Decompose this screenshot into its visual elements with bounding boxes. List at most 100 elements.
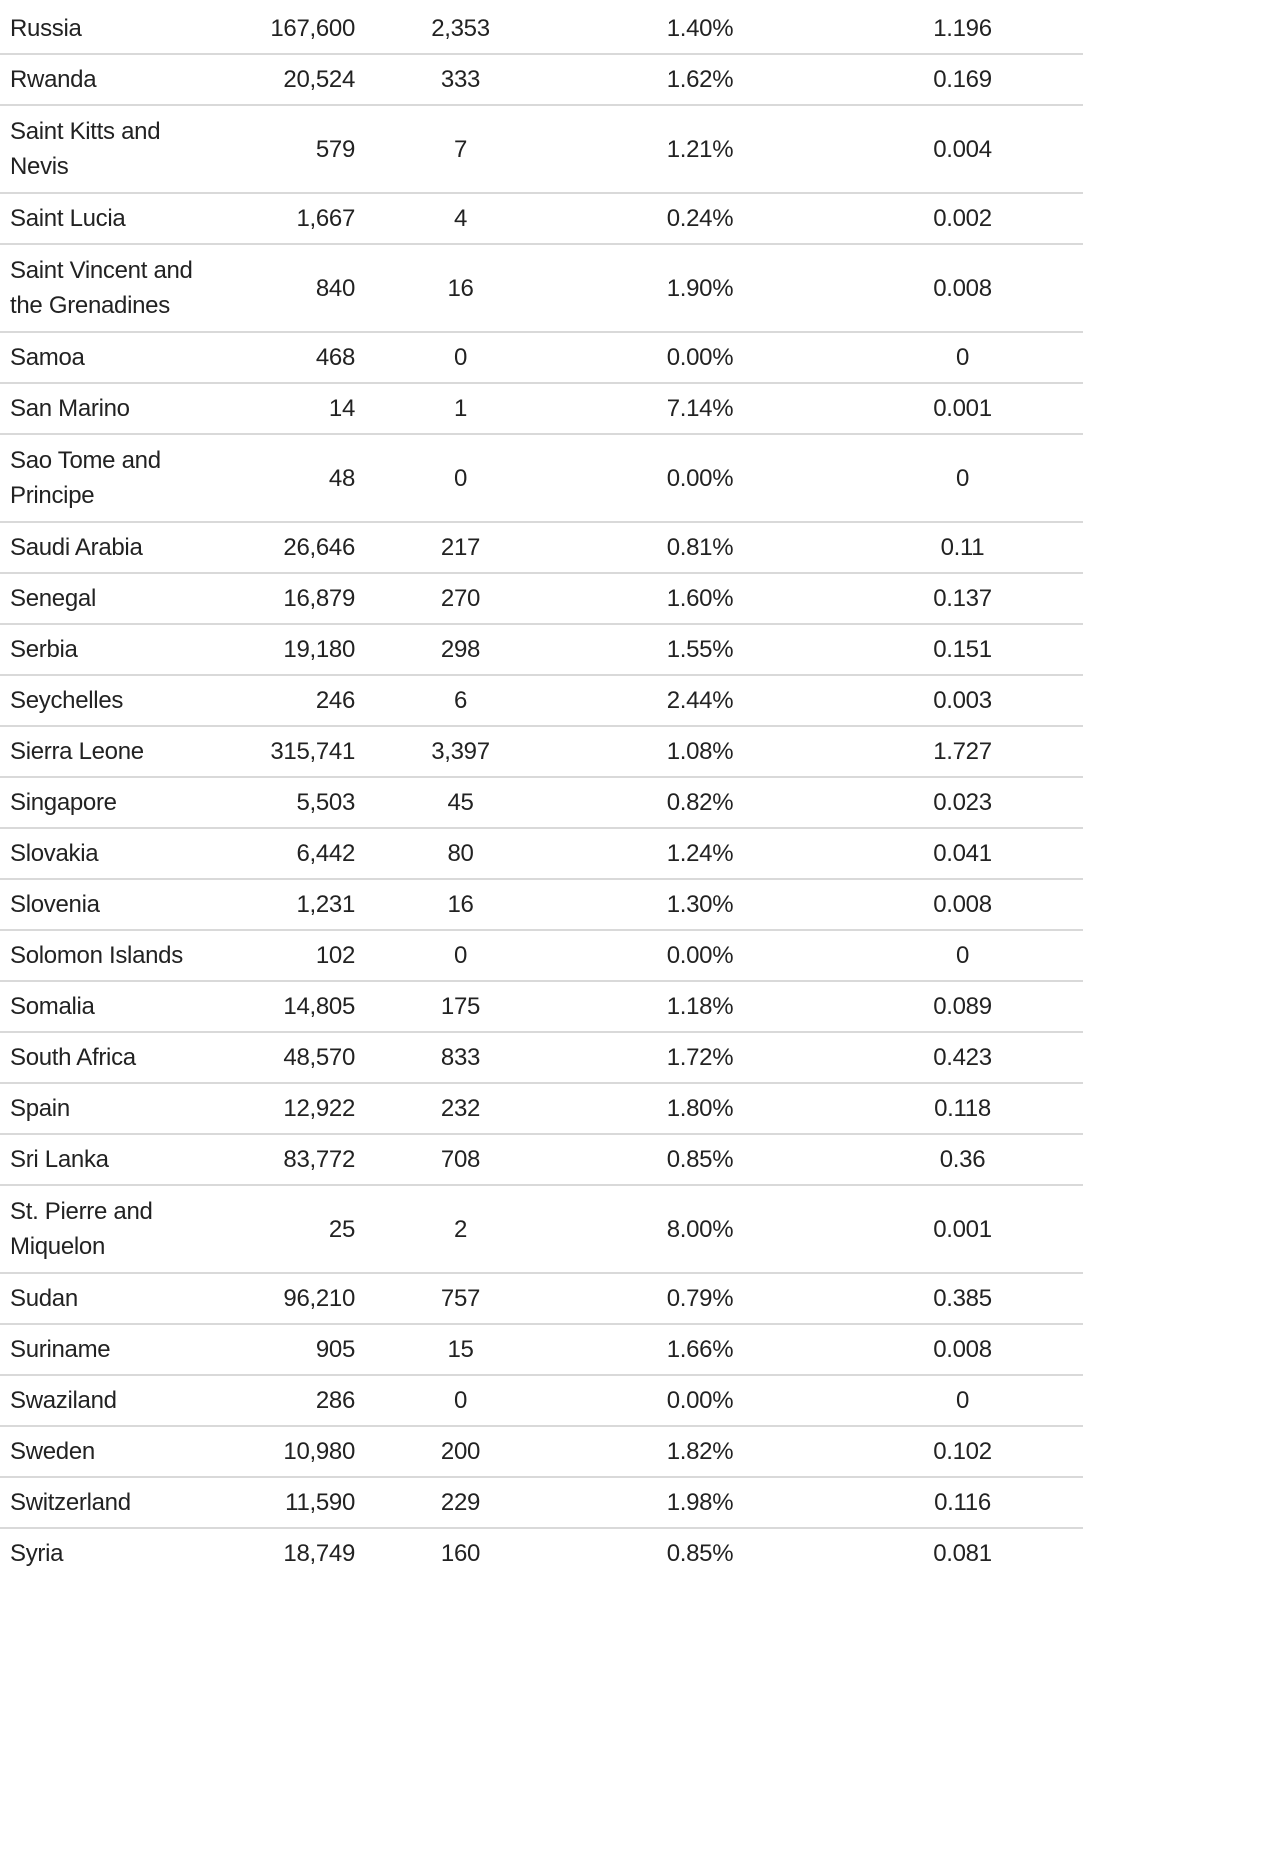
cell-rate: 0.00% [550,929,850,981]
table-row: Samoa 468 0 0.00% 0 [0,331,1083,383]
cell-country: St. Pierre and Miquelon [0,1184,230,1273]
table-row: Suriname 905 15 1.66% 0.008 [0,1323,1083,1375]
cell-rate: 1.40% [666,15,734,42]
cell-cases: 83,772 [230,1133,371,1185]
cell-mortality: 0.008 [850,1323,1083,1375]
cell-rate: 1.24% [550,827,850,879]
cell-cases: 18,749 [230,1527,371,1578]
cell-deaths: 232 [371,1082,550,1134]
table-row: Saint Lucia 1,667 4 0.24% 0.002 [0,192,1083,244]
table-row: Solomon Islands 102 0 0.00% 0 [0,929,1083,981]
cell-mortality: 0.11 [850,521,1083,573]
table-row: Sri Lanka 83,772 708 0.85% 0.36 [0,1133,1083,1185]
cell-cases: 246 [230,674,371,726]
cell-mortality: 0.423 [850,1031,1083,1083]
cell-cases: 840 [230,243,371,332]
table-row: Syria 18,749 160 0.85% 0.081 [0,1527,1083,1578]
cell-cases: 10,980 [230,1425,371,1477]
table-row: Rwanda 20,524 333 1.62% 0.169 [0,53,1083,105]
cell-deaths: 1 [371,382,550,434]
cell-mortality: 0.116 [850,1476,1083,1528]
cell-country: San Marino [0,382,230,434]
cell-rate: 1.08% [550,725,850,777]
cell-cases: 315,741 [230,725,371,777]
cell-mortality: 0.004 [850,104,1083,193]
cell-deaths: 3,397 [371,725,550,777]
cell-rate: 7.14% [550,382,850,434]
cell-deaths: 298 [371,623,550,675]
cell-cases: 19,180 [230,623,371,675]
cell-rate: 1.90% [550,243,850,332]
cell-country: Sudan [0,1272,230,1324]
cell-rate: 1.62% [550,53,850,105]
cell-rate: 0.82% [550,776,850,828]
table-row: Spain 12,922 232 1.80% 0.118 [0,1082,1083,1134]
cell-deaths: 16 [371,243,550,332]
cell-mortality: 0.089 [850,980,1083,1032]
cell-cases: 14 [230,382,371,434]
cell-mortality: 0.151 [850,623,1083,675]
cell-mortality: 0.102 [850,1425,1083,1477]
cell-deaths: 7 [371,104,550,193]
cell-deaths: 80 [371,827,550,879]
cell-deaths: 45 [371,776,550,828]
cell-cases: 20,524 [230,53,371,105]
cell-cases: 16,879 [230,572,371,624]
cell-deaths: 2,353 [431,15,490,42]
table-row: Senegal 16,879 270 1.60% 0.137 [0,572,1083,624]
cell-mortality: 0.169 [850,53,1083,105]
cell-country: Sweden [0,1425,230,1477]
cell-cases: 102 [230,929,371,981]
table-row: South Africa 48,570 833 1.72% 0.423 [0,1031,1083,1083]
cell-rate: 0.85% [550,1133,850,1185]
table-row: Serbia 19,180 298 1.55% 0.151 [0,623,1083,675]
cell-rate: 1.82% [550,1425,850,1477]
cell-deaths: 15 [371,1323,550,1375]
cell-mortality: 1.196 [933,15,992,42]
table-row: Sierra Leone 315,741 3,397 1.08% 1.727 [0,725,1083,777]
cell-mortality: 0.137 [850,572,1083,624]
cell-country: Switzerland [0,1476,230,1528]
cell-country: Swaziland [0,1374,230,1426]
cell-deaths: 0 [371,929,550,981]
cell-country: Seychelles [0,674,230,726]
cell-rate: 1.72% [550,1031,850,1083]
cell-deaths: 16 [371,878,550,930]
cell-mortality: 0.002 [850,192,1083,244]
cell-mortality: 0.001 [850,382,1083,434]
cell-cases: 286 [230,1374,371,1426]
cell-deaths: 160 [371,1527,550,1578]
cell-cases: 12,922 [230,1082,371,1134]
cell-rate: 0.79% [550,1272,850,1324]
cell-mortality: 0.008 [850,243,1083,332]
cell-cases: 468 [230,331,371,383]
cell-country: Saint Vincent and the Grenadines [0,243,230,332]
cell-rate: 1.30% [550,878,850,930]
cell-deaths: 333 [371,53,550,105]
cell-deaths: 217 [371,521,550,573]
table-row: Slovenia 1,231 16 1.30% 0.008 [0,878,1083,930]
cell-cases: 26,646 [230,521,371,573]
cell-country: Suriname [0,1323,230,1375]
cell-cases: 1,231 [230,878,371,930]
cell-mortality: 1.727 [850,725,1083,777]
cell-rate: 1.66% [550,1323,850,1375]
cell-deaths: 229 [371,1476,550,1528]
cell-mortality: 0.118 [850,1082,1083,1134]
cell-rate: 0.24% [550,192,850,244]
cell-cases: 167,600 [270,15,355,42]
cell-cases: 48,570 [230,1031,371,1083]
cell-country: Spain [0,1082,230,1134]
cell-mortality: 0 [850,929,1083,981]
data-table-container: Russia 167,600 2,353 1.40% 1.196 Rwanda 20,524… [0,4,1083,1578]
cell-rate: 0.81% [550,521,850,573]
cell-country: Syria [0,1527,230,1578]
cell-country: Sri Lanka [0,1133,230,1185]
cell-rate: 1.60% [550,572,850,624]
cell-country: Sao Tome and Principe [0,433,230,522]
cell-cases: 905 [230,1323,371,1375]
cell-deaths: 708 [371,1133,550,1185]
cell-country: Serbia [0,623,230,675]
cell-mortality: 0.385 [850,1272,1083,1324]
table-row: Russia 167,600 2,353 1.40% 1.196 [0,4,1083,54]
